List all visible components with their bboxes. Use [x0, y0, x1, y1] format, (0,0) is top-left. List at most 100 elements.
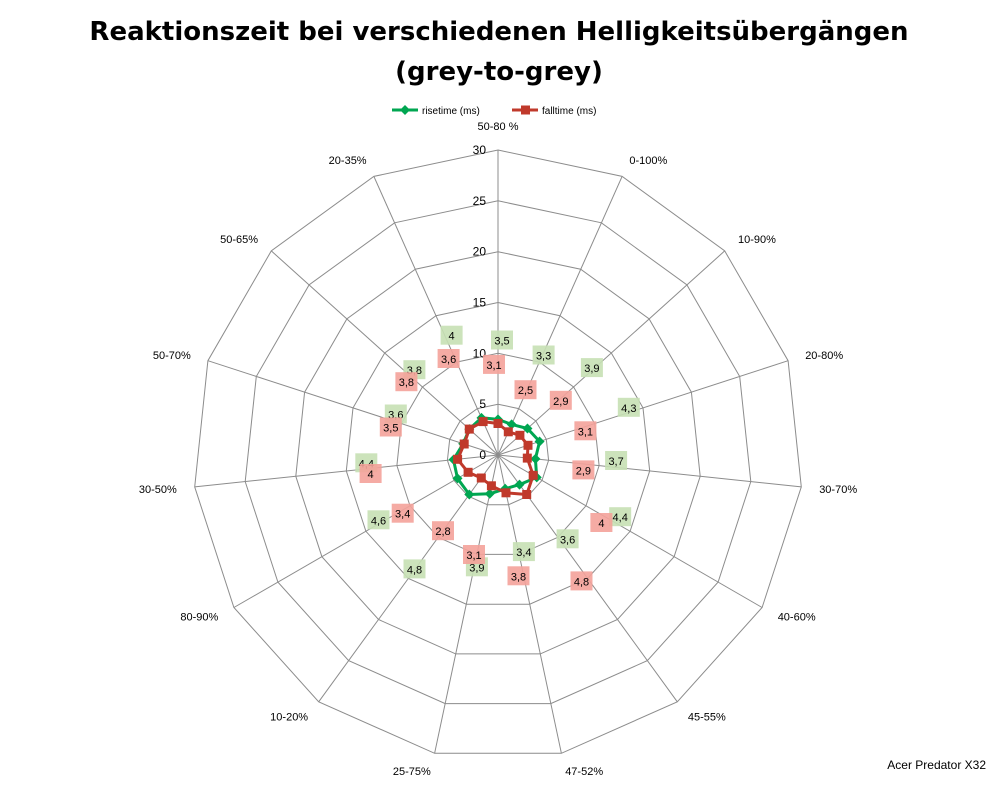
- data-label: 4,8: [574, 576, 589, 588]
- falltime-point: [522, 453, 532, 463]
- data-labels: 3,53,33,94,33,74,43,63,43,94,84,64,43,63…: [355, 325, 640, 591]
- radar-grid: [194, 149, 802, 754]
- data-label: 4: [598, 518, 604, 530]
- data-label-box: [440, 325, 463, 345]
- data-label: 3,1: [486, 360, 501, 372]
- data-label: 3,6: [560, 534, 575, 546]
- data-label-box: [432, 521, 454, 541]
- legend: risetime (ms) falltime (ms): [392, 105, 596, 117]
- falltime-point: [464, 424, 474, 434]
- data-label: 3,4: [395, 509, 410, 521]
- grid-spoke: [497, 176, 623, 456]
- category-labels: 50-80 % 0-100% 10-90% 20-80% 30-70% 40-60% 45-…: [139, 121, 857, 778]
- category-label: 50-80 %: [478, 121, 519, 133]
- grid-spoke: [434, 454, 499, 754]
- grid-ring: [396, 352, 600, 555]
- risetime-point: [522, 423, 533, 434]
- grid-ring: [244, 200, 752, 705]
- watermark-text: Acer Predator X32: [887, 758, 986, 772]
- data-label-box: [463, 545, 485, 564]
- radial-axis-ticks: 0 5 10 15 20 25 30: [473, 143, 487, 462]
- grid-ring: [194, 149, 802, 754]
- data-label-box: [437, 349, 460, 368]
- radial-tick-label: 30: [473, 143, 487, 157]
- data-label-box: [359, 464, 382, 483]
- grid-spoke: [497, 454, 802, 488]
- data-label: 3,5: [383, 423, 398, 435]
- grid-spoke: [270, 250, 499, 456]
- falltime-point: [453, 454, 463, 464]
- category-label: 25-75%: [393, 766, 431, 778]
- falltime-point: [486, 481, 496, 491]
- grid-ring: [295, 251, 701, 655]
- data-label-box: [590, 513, 613, 532]
- grid-spoke: [373, 176, 499, 456]
- category-label: 50-70%: [153, 350, 191, 362]
- risetime-point: [464, 489, 475, 500]
- falltime-point: [476, 473, 486, 483]
- legend-marker: [400, 105, 410, 115]
- data-label: 3,6: [441, 354, 456, 366]
- data-label-box: [580, 358, 603, 378]
- radial-tick-label: 20: [473, 245, 487, 259]
- data-label-box: [483, 354, 505, 374]
- falltime-point: [522, 490, 532, 499]
- risetime-point: [452, 473, 463, 484]
- data-label-box: [609, 507, 632, 527]
- falltime-point: [528, 470, 538, 480]
- category-label: 30-70%: [819, 484, 857, 496]
- data-label-box: [391, 503, 414, 523]
- category-label: 10-90%: [738, 234, 776, 246]
- category-label: 20-80%: [805, 350, 843, 362]
- grid-spoke: [194, 454, 499, 488]
- radial-tick-label: 5: [479, 397, 486, 411]
- data-label: 3,5: [494, 336, 509, 348]
- data-label-box: [605, 451, 628, 470]
- data-label-box: [379, 417, 402, 437]
- data-label-box: [367, 510, 390, 530]
- data-label-box: [512, 542, 535, 562]
- risetime-point: [506, 419, 517, 430]
- data-label: 3,1: [466, 550, 481, 562]
- grid-spoke: [497, 454, 562, 754]
- falltime-point: [459, 439, 469, 449]
- falltime-point: [515, 430, 525, 440]
- series-layer: [448, 412, 545, 500]
- grid-spoke: [233, 454, 499, 608]
- grid-spoke: [497, 454, 763, 608]
- category-label: 50-65%: [220, 234, 258, 246]
- grid-spoke: [497, 250, 726, 456]
- category-label: 0-100%: [629, 155, 667, 167]
- data-label: 3,3: [536, 351, 551, 363]
- legend-marker: [521, 105, 530, 115]
- data-label-box: [570, 571, 593, 591]
- category-label: 45-55%: [688, 711, 726, 723]
- chart-title-line1: Reaktionszeit bei verschiedenen Helligke…: [89, 17, 909, 47]
- grid-ring: [446, 403, 550, 506]
- legend-label: risetime (ms): [422, 106, 480, 117]
- data-label-box: [549, 390, 572, 410]
- legend-label: falltime (ms): [542, 106, 596, 117]
- risetime-point: [534, 436, 545, 447]
- category-label: 80-90%: [180, 612, 218, 624]
- risetime-point: [514, 479, 525, 490]
- data-label-box: [556, 529, 579, 549]
- series-line-falltime: [456, 420, 535, 496]
- category-label: 10-20%: [270, 711, 308, 723]
- falltime-point: [501, 488, 511, 498]
- falltime-point: [478, 417, 488, 427]
- category-label: 20-35%: [329, 155, 367, 167]
- data-label-box: [507, 566, 530, 586]
- data-label-box: [532, 345, 555, 365]
- chart-title: Reaktionszeit bei verschiedenen Helligke…: [0, 12, 998, 92]
- falltime-point: [523, 440, 533, 450]
- data-label: 2,8: [435, 526, 450, 538]
- data-label: 3,9: [584, 363, 599, 375]
- data-label-box: [403, 559, 426, 579]
- data-label: 4,4: [613, 512, 628, 524]
- data-label: 2,9: [576, 465, 591, 477]
- data-label: 4,8: [407, 564, 422, 576]
- data-label-box: [395, 372, 418, 392]
- data-label: 3,7: [608, 456, 623, 468]
